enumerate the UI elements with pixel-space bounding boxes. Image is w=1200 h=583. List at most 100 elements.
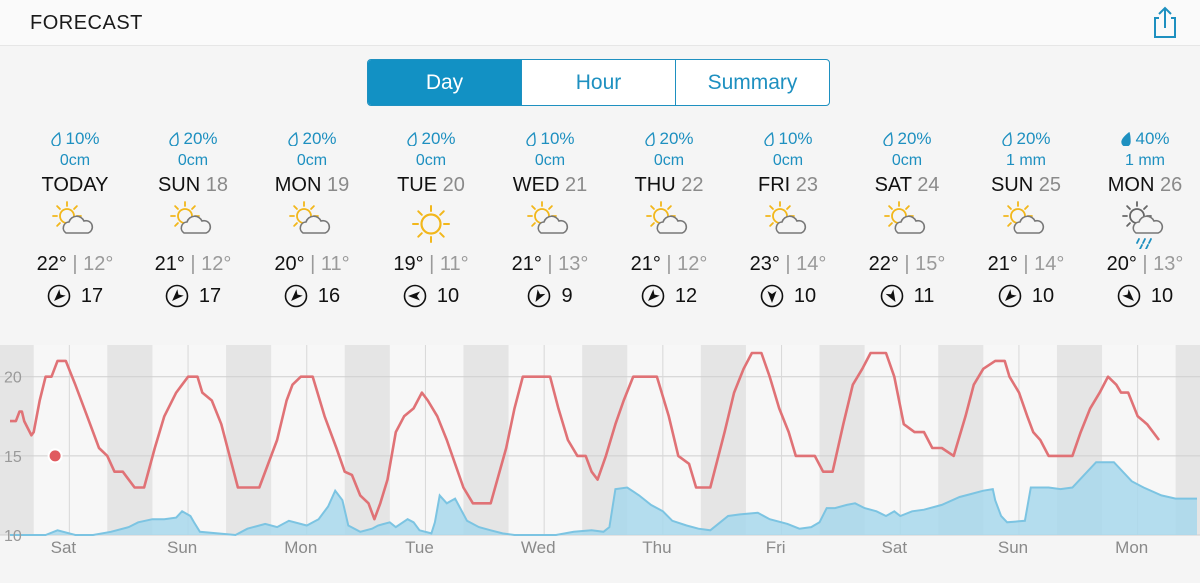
x-tick-label: Thu (642, 538, 671, 557)
temperatures: 22° | 12° (36, 253, 114, 275)
raindrop-icon (51, 132, 62, 146)
wind-speed: 10 (1150, 284, 1174, 307)
wind: 9 (491, 278, 609, 314)
day-name: TUE 20 (372, 172, 490, 198)
x-tick-label: Sun (167, 538, 197, 557)
wind: 16 (253, 278, 371, 314)
day-column[interactable]: 20% 0cm SUN 18 21° | 12° 17 (134, 128, 252, 314)
share-icon[interactable] (1150, 4, 1180, 40)
day-number: 26 (1159, 174, 1183, 196)
day-column[interactable]: 20% 0cm TUE 20 19° | 11° 10 (372, 128, 490, 314)
wind-speed: 9 (561, 284, 573, 307)
temp-low: 12° (677, 253, 708, 275)
temp-high: 21° (630, 253, 661, 275)
raindrop-icon (169, 132, 180, 146)
wind-direction-icon (880, 284, 903, 308)
day-column[interactable]: 10% 0cm TODAY 22° | 12° 17 (16, 128, 134, 314)
raindrop-icon (407, 132, 418, 146)
day-column[interactable]: 40% 1 mm MON 26 20° | 13° 10 (1086, 128, 1200, 314)
rain-amount: 0cm (653, 152, 685, 169)
segment-day[interactable]: Day (368, 60, 522, 105)
temp-low: 14° (796, 253, 827, 275)
partly-cloudy-icon (16, 198, 134, 250)
y-tick-label: 15 (4, 449, 22, 466)
temperatures: 21° | 14° (987, 253, 1065, 275)
temp-high: 21° (987, 253, 1018, 275)
wind-direction-icon (403, 284, 427, 308)
day-name: SUN 18 (134, 172, 252, 198)
temperatures: 22° | 15° (868, 253, 946, 275)
partly-cloudy-icon (610, 198, 728, 250)
temp-low: 15° (915, 253, 946, 275)
wind: 10 (967, 278, 1085, 314)
partly-cloudy-icon (967, 198, 1085, 250)
rain-chance-value: 40% (1135, 129, 1170, 148)
temp-high: 20° (1106, 253, 1137, 275)
day-label: THU (634, 174, 676, 196)
temp-high: 21° (511, 253, 542, 275)
temp-high: 20° (274, 253, 305, 275)
day-column[interactable]: 20% 1 mm SUN 25 21° | 14° 10 (967, 128, 1085, 314)
day-number: 23 (795, 174, 819, 196)
wind-direction-icon (641, 284, 665, 308)
header: FORECAST (0, 0, 1200, 46)
rain-chance-value: 10% (778, 129, 813, 148)
temperatures: 21° | 12° (630, 253, 708, 275)
wind-speed: 11 (913, 284, 935, 307)
rain-chance: 20% (610, 128, 728, 150)
day-column[interactable]: 20% 0cm SAT 24 22° | 15° 11 (848, 128, 966, 314)
day-name: MON 26 (1086, 172, 1200, 198)
temp-low: 12° (201, 253, 232, 275)
rain-chance: 10% (491, 128, 609, 150)
y-tick-label: 10 (4, 528, 22, 545)
segment-summary[interactable]: Summary (707, 70, 798, 94)
rain-chance-value: 20% (1016, 129, 1051, 148)
day-name: FRI 23 (729, 172, 847, 198)
rain-chance: 20% (848, 128, 966, 150)
rain-amount: 0cm (177, 152, 209, 169)
wind-speed: 12 (674, 284, 698, 307)
sunny-icon (372, 198, 490, 250)
temperatures: 21° | 13° (511, 253, 589, 275)
segment-hour[interactable]: Hour (522, 60, 676, 105)
x-tick-label: Tue (405, 538, 434, 557)
day-column[interactable]: 10% 0cm FRI 23 23° | 14° 10 (729, 128, 847, 314)
x-tick-label: Wed (521, 538, 556, 557)
temperatures: 21° | 12° (154, 253, 232, 275)
wind: 10 (1086, 278, 1200, 314)
temp-high: 22° (868, 253, 899, 275)
day-name: WED 21 (491, 172, 609, 198)
day-number: 24 (917, 174, 940, 196)
day-name: SUN 25 (967, 172, 1085, 198)
night-band (344, 345, 390, 535)
night-band (107, 345, 153, 535)
day-column[interactable]: 10% 0cm WED 21 21° | 13° 9 (491, 128, 609, 314)
rain-chance-value: 20% (659, 129, 694, 148)
x-tick-label: Sat (51, 538, 77, 557)
day-number: 19 (326, 174, 350, 196)
wind-direction-icon (528, 284, 551, 308)
day-number: 22 (681, 174, 704, 196)
rain-amount: 0cm (772, 152, 804, 169)
rain-amount: 0cm (296, 152, 328, 169)
x-tick-label: Fri (766, 538, 786, 557)
rain-chance-value: 20% (897, 129, 932, 148)
day-column[interactable]: 20% 0cm THU 22 21° | 12° 12 (610, 128, 728, 314)
rain-amount: 0cm (415, 152, 447, 169)
view-segmented-control: Day Hour Summary (367, 59, 830, 106)
wind-direction-icon (284, 284, 308, 308)
day-name: SAT 24 (848, 172, 966, 198)
wind-speed: 16 (317, 284, 341, 307)
daily-forecast-row: 10% 0cm TODAY 22° | 12° 17 20% 0cm SUN 1… (0, 128, 1200, 324)
wind: 17 (16, 278, 134, 314)
raindrop-icon (288, 132, 299, 146)
wind-speed: 10 (1031, 284, 1055, 307)
temp-low: 12° (83, 253, 114, 275)
temp-high: 23° (749, 253, 780, 275)
partly-cloudy-icon (729, 198, 847, 250)
day-column[interactable]: 20% 0cm MON 19 20° | 11° 16 (253, 128, 371, 314)
temperatures: 20° | 13° (1106, 253, 1184, 275)
cloudy-rain-icon (1086, 198, 1200, 250)
raindrop-icon (764, 132, 775, 146)
rain-chance: 10% (16, 128, 134, 150)
